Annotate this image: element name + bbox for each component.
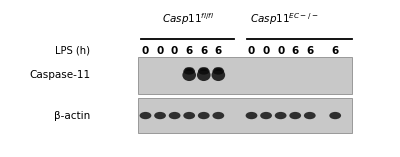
- Text: 6: 6: [332, 46, 339, 56]
- Text: 6: 6: [292, 46, 299, 56]
- Text: 0: 0: [142, 46, 149, 56]
- Text: 6: 6: [215, 46, 222, 56]
- Ellipse shape: [246, 112, 257, 119]
- Ellipse shape: [199, 67, 208, 71]
- Ellipse shape: [169, 112, 180, 119]
- Ellipse shape: [198, 68, 210, 75]
- Text: $\mathit{Casp11}^{\mathit{fl/fl}}$: $\mathit{Casp11}^{\mathit{fl/fl}}$: [162, 11, 214, 27]
- Bar: [138, 98, 352, 133]
- Bar: [138, 57, 352, 94]
- Ellipse shape: [154, 112, 166, 119]
- Text: 6: 6: [200, 46, 207, 56]
- Ellipse shape: [185, 67, 194, 71]
- Ellipse shape: [275, 112, 286, 119]
- Text: LPS (h): LPS (h): [55, 46, 90, 56]
- Ellipse shape: [289, 112, 301, 119]
- Ellipse shape: [304, 112, 316, 119]
- Text: 0: 0: [171, 46, 178, 56]
- Ellipse shape: [212, 69, 225, 81]
- Ellipse shape: [183, 68, 195, 75]
- Ellipse shape: [140, 112, 151, 119]
- Ellipse shape: [212, 112, 224, 119]
- Text: 0: 0: [277, 46, 284, 56]
- Text: 0: 0: [262, 46, 270, 56]
- Text: 6: 6: [306, 46, 314, 56]
- Ellipse shape: [212, 68, 224, 75]
- Text: β-actin: β-actin: [54, 111, 90, 121]
- Text: 0: 0: [248, 46, 255, 56]
- Ellipse shape: [260, 112, 272, 119]
- Text: $\mathit{Casp11}^{\mathit{EC-/-}}$: $\mathit{Casp11}^{\mathit{EC-/-}}$: [250, 11, 318, 27]
- Ellipse shape: [183, 112, 195, 119]
- Ellipse shape: [198, 112, 210, 119]
- Ellipse shape: [182, 69, 196, 81]
- Text: 6: 6: [186, 46, 193, 56]
- Text: Caspase-11: Caspase-11: [29, 70, 90, 80]
- Text: 0: 0: [156, 46, 164, 56]
- Ellipse shape: [214, 67, 223, 71]
- Ellipse shape: [197, 69, 210, 81]
- Ellipse shape: [329, 112, 341, 119]
